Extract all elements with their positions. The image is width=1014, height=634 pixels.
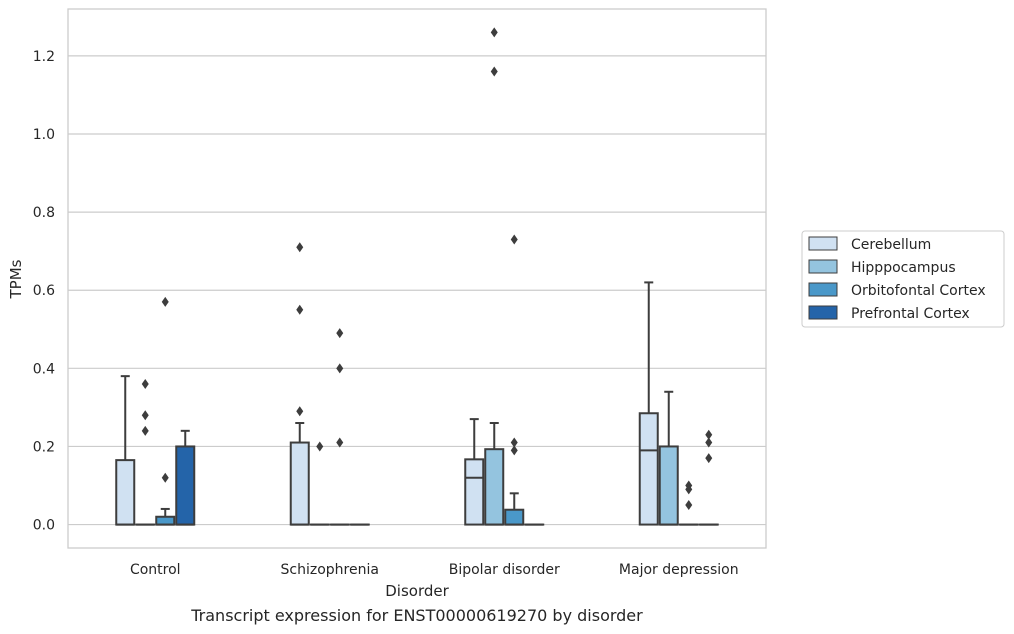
outlier-marker	[510, 437, 518, 448]
legend-label: Hipppocampus	[851, 260, 956, 276]
outlier-marker	[490, 27, 498, 38]
outlier-marker	[685, 484, 693, 495]
outlier-marker	[296, 304, 304, 315]
legend-frame	[801, 230, 1005, 328]
box-cerebellum	[115, 375, 136, 526]
y-tick-label: 0.8	[33, 205, 55, 221]
legend-label: Orbitofontal Cortex	[851, 283, 986, 299]
y-tick-label: 0.4	[33, 361, 55, 377]
outlier-marker	[316, 441, 324, 452]
y-tick-label: 1.0	[33, 127, 55, 143]
box-body	[175, 445, 196, 526]
outlier-marker	[510, 445, 518, 456]
box-hipppocampus	[309, 441, 330, 526]
outlier-marker	[141, 425, 149, 436]
box-orbitofontal-cortex	[155, 296, 176, 526]
outlier-marker	[141, 410, 149, 421]
y-axis-label: TPMs	[7, 259, 25, 299]
y-tick-label: 0.2	[33, 439, 55, 455]
box-body	[484, 448, 505, 526]
outlier-marker	[705, 437, 713, 448]
y-tick-label: 0.6	[33, 283, 55, 299]
x-tick-label: Major depression	[619, 562, 739, 578]
box-body	[464, 458, 485, 526]
box-body	[638, 412, 659, 526]
outlier-marker	[510, 234, 518, 245]
legend-label: Cerebellum	[851, 237, 931, 253]
box-orbitofontal-cortex	[329, 328, 350, 526]
box-body	[155, 515, 176, 526]
x-axis-label: Disorder	[385, 582, 449, 600]
box-cerebellum	[464, 418, 485, 526]
boxes	[115, 27, 719, 526]
outlier-marker	[161, 296, 169, 307]
legend: Cerebellum Hipppocampus Orbitofontal Corte…	[801, 230, 1005, 328]
plot-area-frame	[67, 8, 767, 549]
box-cerebellum	[638, 281, 659, 526]
outlier-marker	[141, 378, 149, 389]
outlier-marker	[296, 406, 304, 417]
outlier-marker	[336, 363, 344, 374]
y-tick-label: 1.2	[33, 49, 55, 65]
box-body	[115, 459, 136, 526]
box-prefrontal-cortex	[175, 429, 196, 526]
y-tick-labels: 0.0 0.2 0.4 0.6 0.8 1.0 1.2	[33, 49, 55, 534]
legend-swatch	[808, 236, 838, 251]
box-hipppocampus	[135, 378, 156, 526]
y-tick-label: 0.0	[33, 518, 55, 534]
box-prefrontal-cortex	[698, 429, 719, 526]
legend-swatch	[808, 282, 838, 297]
outlier-marker	[336, 437, 344, 448]
outlier-marker	[685, 500, 693, 511]
box-orbitofontal-cortex	[678, 480, 699, 526]
legend-swatch	[808, 305, 838, 320]
outlier-marker	[161, 472, 169, 483]
box-body	[658, 445, 679, 526]
box-body	[504, 508, 525, 526]
outlier-marker	[705, 453, 713, 464]
box-cerebellum	[289, 242, 310, 526]
box-orbitofontal-cortex	[504, 234, 525, 526]
box-hipppocampus	[658, 390, 679, 526]
x-tick-label: Bipolar disorder	[449, 562, 560, 578]
x-tick-label: Schizophrenia	[281, 562, 379, 578]
outlier-marker	[490, 66, 498, 77]
legend-swatch	[808, 259, 838, 274]
outlier-marker	[336, 328, 344, 339]
x-tick-label: Control	[130, 562, 181, 578]
figure-caption: Transcript expression for ENST0000061927…	[191, 606, 643, 625]
legend-label: Prefrontal Cortex	[851, 306, 970, 322]
outlier-marker	[705, 429, 713, 440]
box-body	[289, 441, 310, 526]
box-hipppocampus	[484, 27, 505, 526]
outlier-marker	[296, 242, 304, 253]
box-plot-chart: 0.0 0.2 0.4 0.6 0.8 1.0 1.2 Control Schizophren…	[7, 8, 1005, 600]
x-tick-labels: Control Schizophrenia Bipolar disorder Majo…	[130, 562, 739, 578]
